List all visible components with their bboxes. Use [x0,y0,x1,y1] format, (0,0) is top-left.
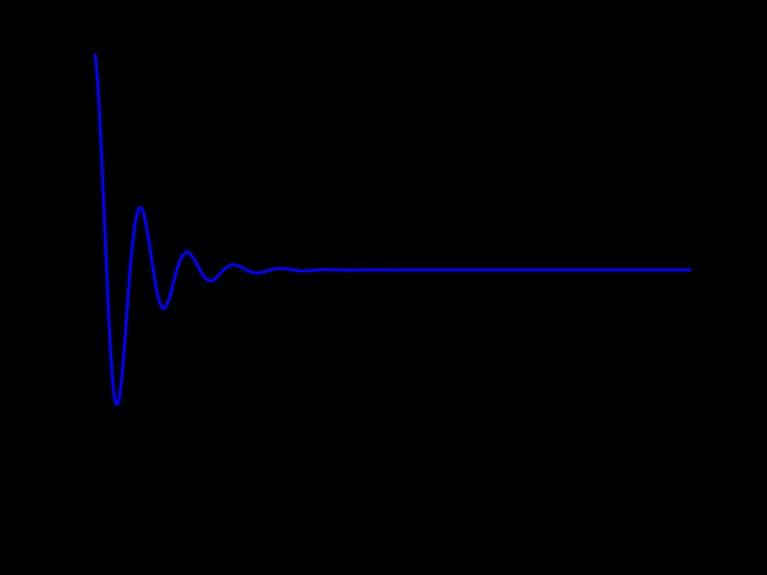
chart-container [0,0,767,575]
damped-oscillation-chart [0,0,767,575]
